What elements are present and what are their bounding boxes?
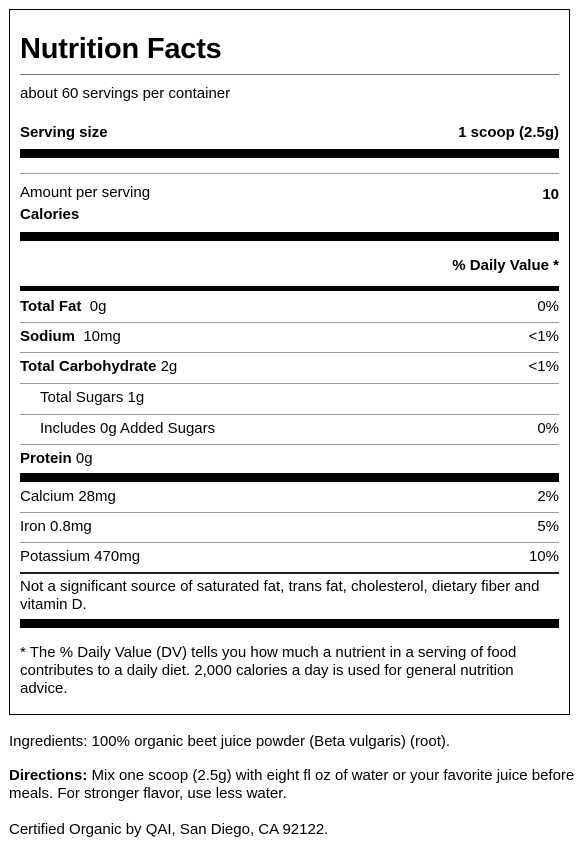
mineral-row-potassium: Potassium 470mg bbox=[20, 548, 141, 565]
calcium-dv: 2% bbox=[537, 488, 559, 505]
row-divider bbox=[20, 444, 559, 445]
added-sugars-dv: 0% bbox=[537, 420, 559, 437]
row-divider bbox=[20, 542, 559, 543]
iron-dv: 5% bbox=[537, 518, 559, 535]
nutrient-row-total-fat: Total Fat 0g bbox=[20, 298, 107, 315]
directions-text: Mix one scoop (2.5g) with eight fl oz of… bbox=[9, 767, 575, 802]
directions: Directions: Mix one scoop (2.5g) with ei… bbox=[9, 767, 575, 803]
row-divider bbox=[20, 322, 559, 323]
mineral-row-calcium: Calcium 28mg bbox=[20, 488, 116, 505]
protein-rule bbox=[20, 473, 559, 482]
daily-value-footnote: * The % Daily Value (DV) tells you how m… bbox=[20, 644, 517, 697]
daily-value-rule bbox=[20, 286, 559, 291]
label-title: Nutrition Facts bbox=[20, 33, 222, 65]
mineral-row-iron: Iron 0.8mg bbox=[20, 518, 92, 535]
certification: Certified Organic by QAI, San Diego, CA … bbox=[9, 821, 329, 838]
ingredients: Ingredients: 100% organic beet juice pow… bbox=[9, 733, 451, 750]
row-divider bbox=[20, 352, 559, 353]
nutrient-row-added-sugars: Includes 0g Added Sugars bbox=[40, 420, 216, 437]
serving-size-rule bbox=[20, 149, 559, 158]
row-divider bbox=[20, 414, 559, 415]
serving-divider bbox=[20, 173, 559, 174]
calories-label: Calories bbox=[20, 206, 80, 223]
footnote-rule bbox=[20, 619, 559, 628]
nutrition-facts-label: Nutrition Facts about 60 servings per co… bbox=[9, 9, 570, 715]
row-divider bbox=[20, 383, 559, 384]
calories-value: 10 bbox=[542, 186, 559, 203]
daily-value-header: % Daily Value * bbox=[452, 257, 559, 274]
total-carbohydrate-dv: <1% bbox=[528, 358, 559, 375]
nutrient-row-total-carbohydrate: Total Carbohydrate 2g bbox=[20, 358, 178, 375]
total-fat-dv: 0% bbox=[537, 298, 559, 315]
minerals-rule bbox=[20, 572, 559, 574]
title-divider bbox=[20, 74, 559, 75]
nutrient-row-total-sugars: Total Sugars 1g bbox=[40, 389, 145, 406]
serving-size-value: 1 scoop (2.5g) bbox=[458, 124, 559, 141]
row-divider bbox=[20, 512, 559, 513]
directions-label: Directions: bbox=[9, 767, 88, 784]
calories-rule bbox=[20, 232, 559, 241]
nutrient-row-sodium: Sodium 10mg bbox=[20, 328, 121, 345]
servings-per-container: about 60 servings per container bbox=[20, 85, 231, 102]
serving-size-label: Serving size bbox=[20, 124, 108, 141]
not-significant-note: Not a significant source of saturated fa… bbox=[20, 578, 540, 613]
sodium-dv: <1% bbox=[528, 328, 559, 345]
amount-per-serving: Amount per serving bbox=[20, 184, 151, 201]
potassium-dv: 10% bbox=[528, 548, 559, 565]
nutrient-row-protein: Protein 0g bbox=[20, 450, 93, 467]
